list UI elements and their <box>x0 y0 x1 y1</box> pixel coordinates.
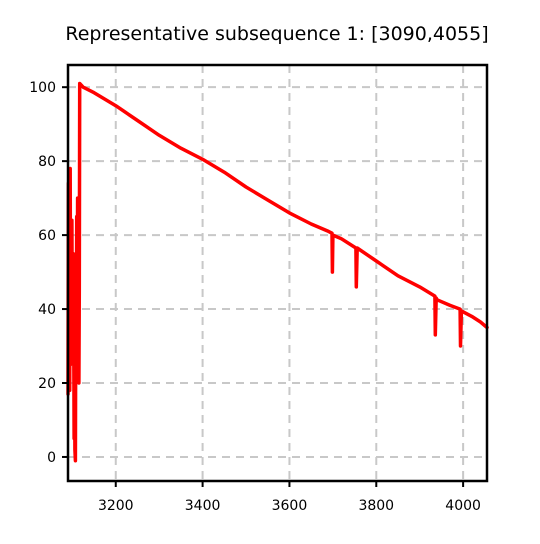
y-tick-label: 100 <box>29 80 56 96</box>
y-tick-label: 80 <box>38 154 56 170</box>
series-line <box>66 81 489 463</box>
x-tick-label: 3800 <box>358 498 394 514</box>
series-layer <box>66 81 489 463</box>
x-tick-label: 3400 <box>185 498 221 514</box>
y-tick-label: 0 <box>47 450 56 466</box>
chart-title: Representative subsequence 1: [3090,4055… <box>65 23 488 45</box>
x-tick-label: 3600 <box>272 498 308 514</box>
x-tick-label: 3200 <box>98 498 134 514</box>
x-tick-label: 4000 <box>445 498 481 514</box>
y-tick-label: 60 <box>38 228 56 244</box>
grid-lines <box>68 65 487 481</box>
y-tick-label: 20 <box>38 376 56 392</box>
axis-ticks: 3200 3400 3600 3800 4000 0 20 40 60 80 100 <box>29 80 481 514</box>
y-tick-label: 40 <box>38 302 56 318</box>
plot-area-frame <box>66 63 489 483</box>
